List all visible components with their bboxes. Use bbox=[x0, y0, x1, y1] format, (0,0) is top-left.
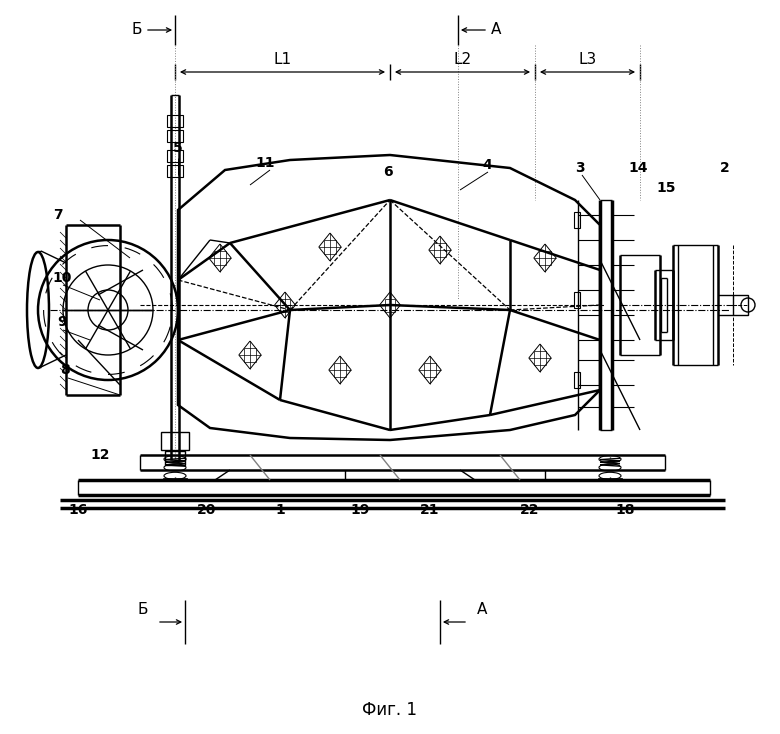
Text: 3: 3 bbox=[575, 161, 585, 175]
Bar bbox=[161, 432, 189, 450]
Text: 4: 4 bbox=[482, 158, 492, 172]
Text: Б: Б bbox=[138, 603, 148, 617]
Text: 14: 14 bbox=[628, 161, 647, 175]
Text: 2: 2 bbox=[720, 161, 730, 175]
Bar bbox=[167, 115, 183, 127]
Text: 1: 1 bbox=[275, 503, 285, 517]
Bar bbox=[163, 478, 187, 481]
Text: 7: 7 bbox=[53, 208, 63, 222]
Text: 5: 5 bbox=[173, 141, 183, 155]
Text: 22: 22 bbox=[520, 503, 540, 517]
Bar bbox=[574, 292, 580, 308]
Text: Б: Б bbox=[132, 23, 142, 37]
Bar bbox=[167, 150, 183, 162]
Text: 12: 12 bbox=[90, 448, 110, 462]
Text: L1: L1 bbox=[274, 53, 292, 68]
Text: L2: L2 bbox=[453, 53, 472, 68]
Text: Фиг. 1: Фиг. 1 bbox=[363, 701, 417, 719]
Text: А: А bbox=[477, 603, 488, 617]
Text: 8: 8 bbox=[60, 363, 70, 377]
Text: 21: 21 bbox=[420, 503, 440, 517]
Text: А: А bbox=[491, 23, 502, 37]
Bar bbox=[733, 295, 748, 315]
Bar bbox=[574, 212, 580, 228]
Bar bbox=[165, 451, 185, 465]
Text: 19: 19 bbox=[350, 503, 370, 517]
Text: 11: 11 bbox=[255, 156, 275, 170]
Text: 15: 15 bbox=[656, 181, 675, 195]
Text: 18: 18 bbox=[615, 503, 635, 517]
Bar bbox=[574, 372, 580, 388]
Bar bbox=[167, 130, 183, 142]
Text: 20: 20 bbox=[197, 503, 217, 517]
Text: 16: 16 bbox=[69, 503, 87, 517]
Text: L3: L3 bbox=[579, 53, 597, 68]
Text: 9: 9 bbox=[57, 315, 67, 329]
Text: 6: 6 bbox=[383, 165, 393, 179]
Bar bbox=[598, 478, 622, 481]
Bar bbox=[167, 165, 183, 177]
Text: 10: 10 bbox=[52, 271, 72, 285]
